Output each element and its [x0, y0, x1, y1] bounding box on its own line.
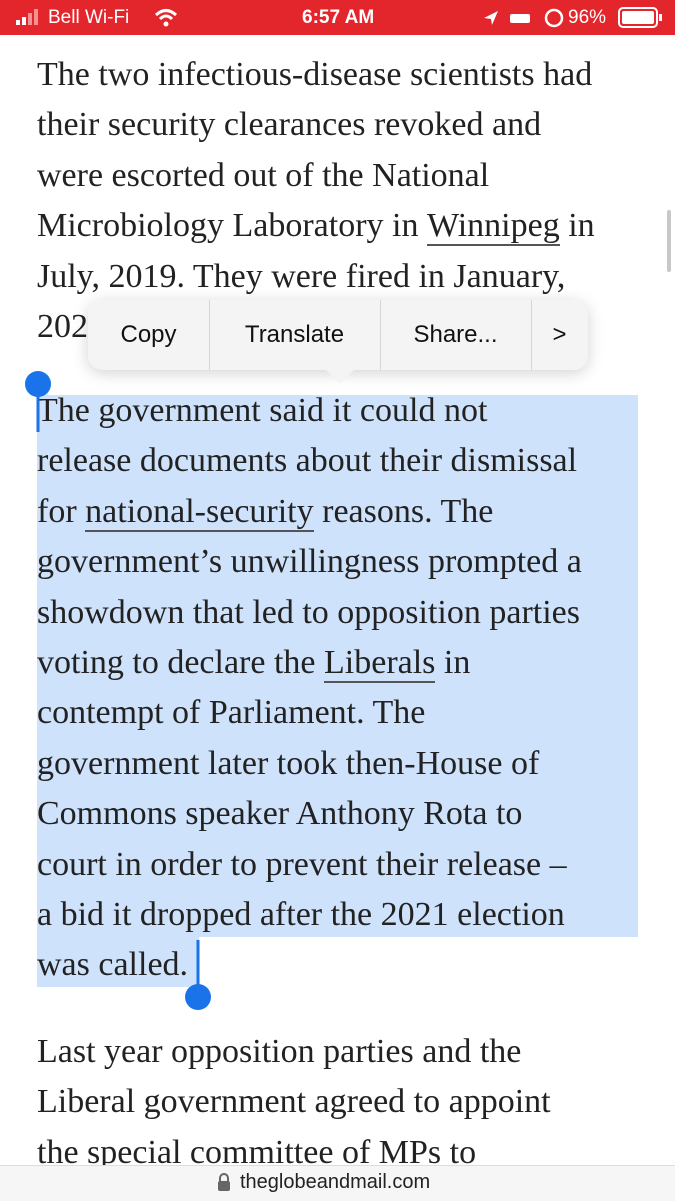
text: the special committee of MPs to — [37, 1133, 477, 1165]
selection — [37, 395, 638, 937]
link[interactable]: Winnipeg — [426, 207, 560, 247]
divider — [209, 300, 210, 370]
text-line: July, 2019. They were fired in January, — [37, 252, 565, 302]
status-bar: Bell Wi-Fi 6:57 AM 96% — [0, 0, 675, 35]
carrier: Bell Wi-Fi — [48, 7, 130, 28]
text: in — [435, 644, 471, 681]
text: contempt of Parliament. The — [37, 694, 426, 732]
text: government’s unwillingness prompted a — [37, 543, 582, 581]
text-line: 202 — [37, 302, 88, 352]
text: a bid it dropped after the 2021 election — [37, 896, 565, 933]
text-line: government’s unwillingness prompted a — [37, 537, 582, 587]
address-bar: theglobeandmail.com — [0, 1165, 675, 1201]
text: The two infectious-disease scientists ha… — [37, 56, 593, 93]
text: voting to declare the — [37, 644, 325, 681]
article: The two infectious-disease scientists ha… — [37, 50, 638, 1165]
text-line: The government said it could not — [37, 386, 487, 436]
menu-item[interactable]: Copy — [120, 321, 177, 348]
text: Last year opposition parties and the — [37, 1033, 522, 1070]
text: in — [559, 207, 595, 245]
text: release documents about their dismissal — [37, 442, 578, 480]
text-line: was called. — [37, 940, 188, 990]
text: was called. — [37, 946, 189, 984]
text: reasons. The — [313, 492, 494, 530]
text: The government said it could not — [37, 392, 488, 429]
text: showdown that led to opposition parties — [37, 593, 581, 631]
text-line: The two infectious-disease scientists ha… — [37, 50, 592, 100]
menu-item[interactable]: Translate — [244, 321, 345, 348]
text-line: a bid it dropped after the 2021 election — [37, 890, 565, 940]
text-line: the special committee of MPs to — [37, 1128, 476, 1165]
text-line: Commons speaker Anthony Rota to — [37, 789, 522, 839]
signal-icon — [16, 9, 38, 25]
lock-icon — [218, 1173, 230, 1191]
text-line: court in order to prevent their release … — [37, 840, 567, 890]
text: for — [37, 492, 86, 530]
text: their security clearances revoked and — [37, 106, 542, 144]
text-line: showdown that led to opposition parties — [37, 588, 580, 638]
text: 202 — [37, 308, 88, 345]
text-line: their security clearances revoked and — [37, 100, 541, 150]
text: July, 2019. They were fired in January, — [37, 257, 566, 295]
context-menu: Copy Translate Share... > — [88, 300, 588, 383]
divider — [380, 300, 381, 370]
text-line: government later took then-House of — [37, 739, 539, 789]
text-line: Microbiology Laboratory in Winnipeg in — [37, 201, 595, 251]
text: were escorted out of the National — [37, 156, 490, 194]
text-line: were escorted out of the National — [37, 151, 489, 201]
wifi-icon — [154, 9, 178, 27]
text: Commons speaker Anthony Rota to — [37, 795, 523, 833]
menu-item[interactable]: Share... — [413, 321, 498, 348]
url[interactable]: theglobeandmail.com — [240, 1171, 431, 1193]
text-line: voting to declare the Liberals in — [37, 638, 470, 688]
text-line: Last year opposition parties and the — [37, 1027, 521, 1077]
text: Liberal government agreed to appoint — [37, 1083, 551, 1121]
text-line: release documents about their dismissal — [37, 436, 577, 486]
time: 6:57 AM — [302, 7, 375, 28]
link[interactable]: Liberals — [324, 644, 436, 683]
scrollbar — [667, 210, 671, 272]
text: Microbiology Laboratory in — [37, 207, 427, 245]
menu-pointer — [325, 369, 355, 383]
menu-item[interactable]: > — [552, 321, 567, 348]
battery-icon — [618, 7, 662, 28]
text: court in order to prevent their release … — [37, 845, 567, 883]
link[interactable]: national-security — [85, 492, 314, 532]
divider — [531, 300, 532, 370]
battery: 96% — [568, 7, 607, 28]
text-line: contempt of Parliament. The — [37, 688, 425, 738]
text: government later took then-House of — [37, 744, 540, 782]
selection — [37, 937, 199, 987]
status-icons — [484, 8, 564, 28]
text-line: Liberal government agreed to appoint — [37, 1077, 551, 1127]
text-line: for national-security reasons. The — [37, 487, 493, 537]
